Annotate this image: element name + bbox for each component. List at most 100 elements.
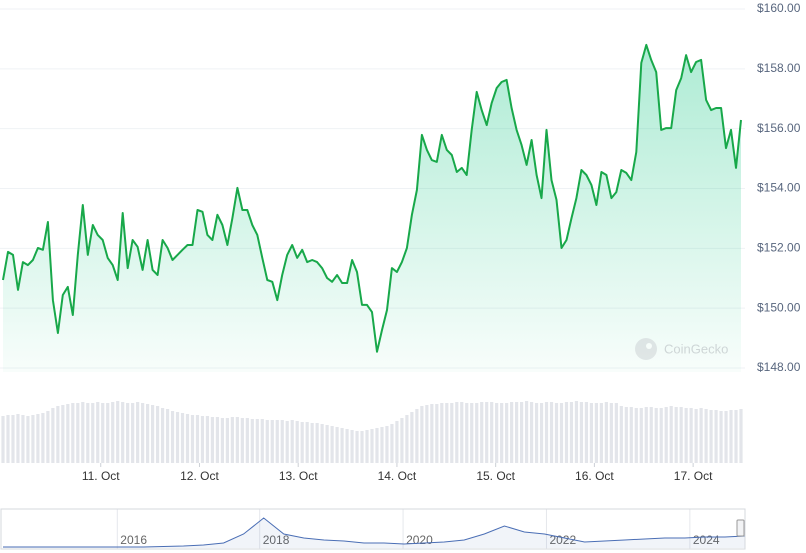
volume-bar: [689, 408, 693, 463]
volume-bar: [634, 408, 638, 463]
volume-bar: [240, 418, 244, 463]
volume-bar: [175, 412, 180, 463]
volume-bar: [534, 403, 539, 463]
volume-bar: [599, 403, 603, 463]
volume-bar: [1, 416, 5, 463]
y-tick-label: $152.00: [757, 241, 801, 255]
volume-bar: [440, 403, 444, 463]
x-tick-label: 16. Oct: [575, 469, 614, 483]
volume-bar: [305, 422, 309, 463]
volume-bar: [86, 403, 90, 463]
volume-bar: [594, 403, 598, 463]
volume-bar: [41, 413, 45, 463]
volume-bar: [66, 404, 70, 463]
volume-bar: [420, 406, 424, 463]
y-tick-label: $160.00: [757, 1, 801, 15]
volume-bar: [106, 403, 110, 463]
navigator-handle[interactable]: [736, 519, 745, 537]
volume-bar: [450, 403, 454, 463]
volume-bar: [210, 417, 215, 463]
volume-bar: [619, 406, 623, 463]
volume-bar: [589, 403, 594, 463]
volume-bar: [729, 410, 733, 463]
volume-bar: [674, 407, 678, 463]
volume-bar: [340, 428, 344, 463]
volume-bar: [694, 409, 698, 463]
volume-bar: [460, 402, 464, 463]
volume-bar: [250, 419, 254, 463]
volume-bar: [704, 409, 708, 463]
volume-bar: [524, 401, 529, 463]
volume-bar: [141, 403, 145, 463]
volume-bar: [390, 424, 394, 463]
volume-bar: [270, 420, 274, 463]
volume-bar: [180, 413, 185, 463]
volume-bar: [604, 402, 608, 463]
volume-bar: [195, 415, 200, 463]
volume-bar: [470, 403, 474, 463]
volume-bar: [350, 430, 354, 463]
volume-bar: [81, 402, 85, 463]
volume-bar: [395, 421, 399, 463]
volume-bar: [165, 409, 170, 463]
volume-bar: [485, 402, 489, 463]
volume-bar: [699, 408, 703, 463]
volume-bar: [639, 408, 643, 463]
volume-bar: [739, 409, 743, 463]
y-tick-label: $148.00: [757, 360, 801, 374]
volume-bar: [220, 418, 225, 463]
volume-bar: [505, 403, 509, 463]
y-tick-label: $158.00: [757, 61, 801, 75]
y-tick-label: $156.00: [757, 121, 801, 135]
volume-bar: [255, 419, 259, 463]
volume-bar: [709, 410, 713, 463]
x-tick-label: 15. Oct: [476, 469, 515, 483]
volume-bar: [385, 426, 389, 463]
volume-bar: [170, 411, 175, 463]
volume-bar: [295, 421, 299, 463]
volume-bar: [410, 412, 414, 463]
volume-bar: [549, 402, 554, 463]
volume-bar: [46, 411, 50, 463]
volume-bar: [6, 415, 10, 463]
volume-bar: [624, 407, 628, 463]
volume-bar: [734, 410, 738, 463]
volume-bar: [96, 402, 100, 463]
volume-bar: [724, 411, 728, 463]
volume-bar: [131, 403, 135, 463]
volume-bar: [71, 403, 75, 463]
volume-bar: [465, 403, 469, 463]
volume-bar: [111, 402, 115, 463]
volume-bar: [579, 402, 584, 463]
volume-bar: [554, 403, 559, 463]
volume-bar: [584, 402, 589, 463]
volume-bar: [150, 405, 155, 463]
watermark-text: CoinGecko: [664, 341, 728, 356]
volume-bar: [609, 403, 613, 463]
volume-bar: [76, 403, 80, 463]
volume-bar: [200, 416, 205, 463]
volume-bar: [185, 414, 190, 463]
volume-bar: [405, 415, 409, 463]
volume-bar: [345, 429, 349, 463]
volume-bar: [430, 404, 434, 463]
volume-bar: [435, 404, 439, 463]
volume-bar: [490, 402, 494, 463]
volume-bar: [659, 408, 663, 463]
volume-bar: [495, 403, 499, 463]
volume-bar: [629, 407, 633, 463]
volume-bar: [510, 402, 514, 463]
volume-bar: [325, 425, 329, 463]
volume-bar: [126, 403, 130, 463]
navigator-label: 2016: [120, 533, 147, 547]
x-tick-label: 12. Oct: [180, 469, 219, 483]
volume-bar: [285, 421, 289, 463]
volume-bar: [36, 414, 40, 463]
volume-bar: [375, 428, 379, 463]
volume-bar: [415, 409, 419, 463]
volume-bar: [360, 431, 364, 463]
volume-bar: [300, 422, 304, 463]
volume-bar: [205, 416, 210, 463]
